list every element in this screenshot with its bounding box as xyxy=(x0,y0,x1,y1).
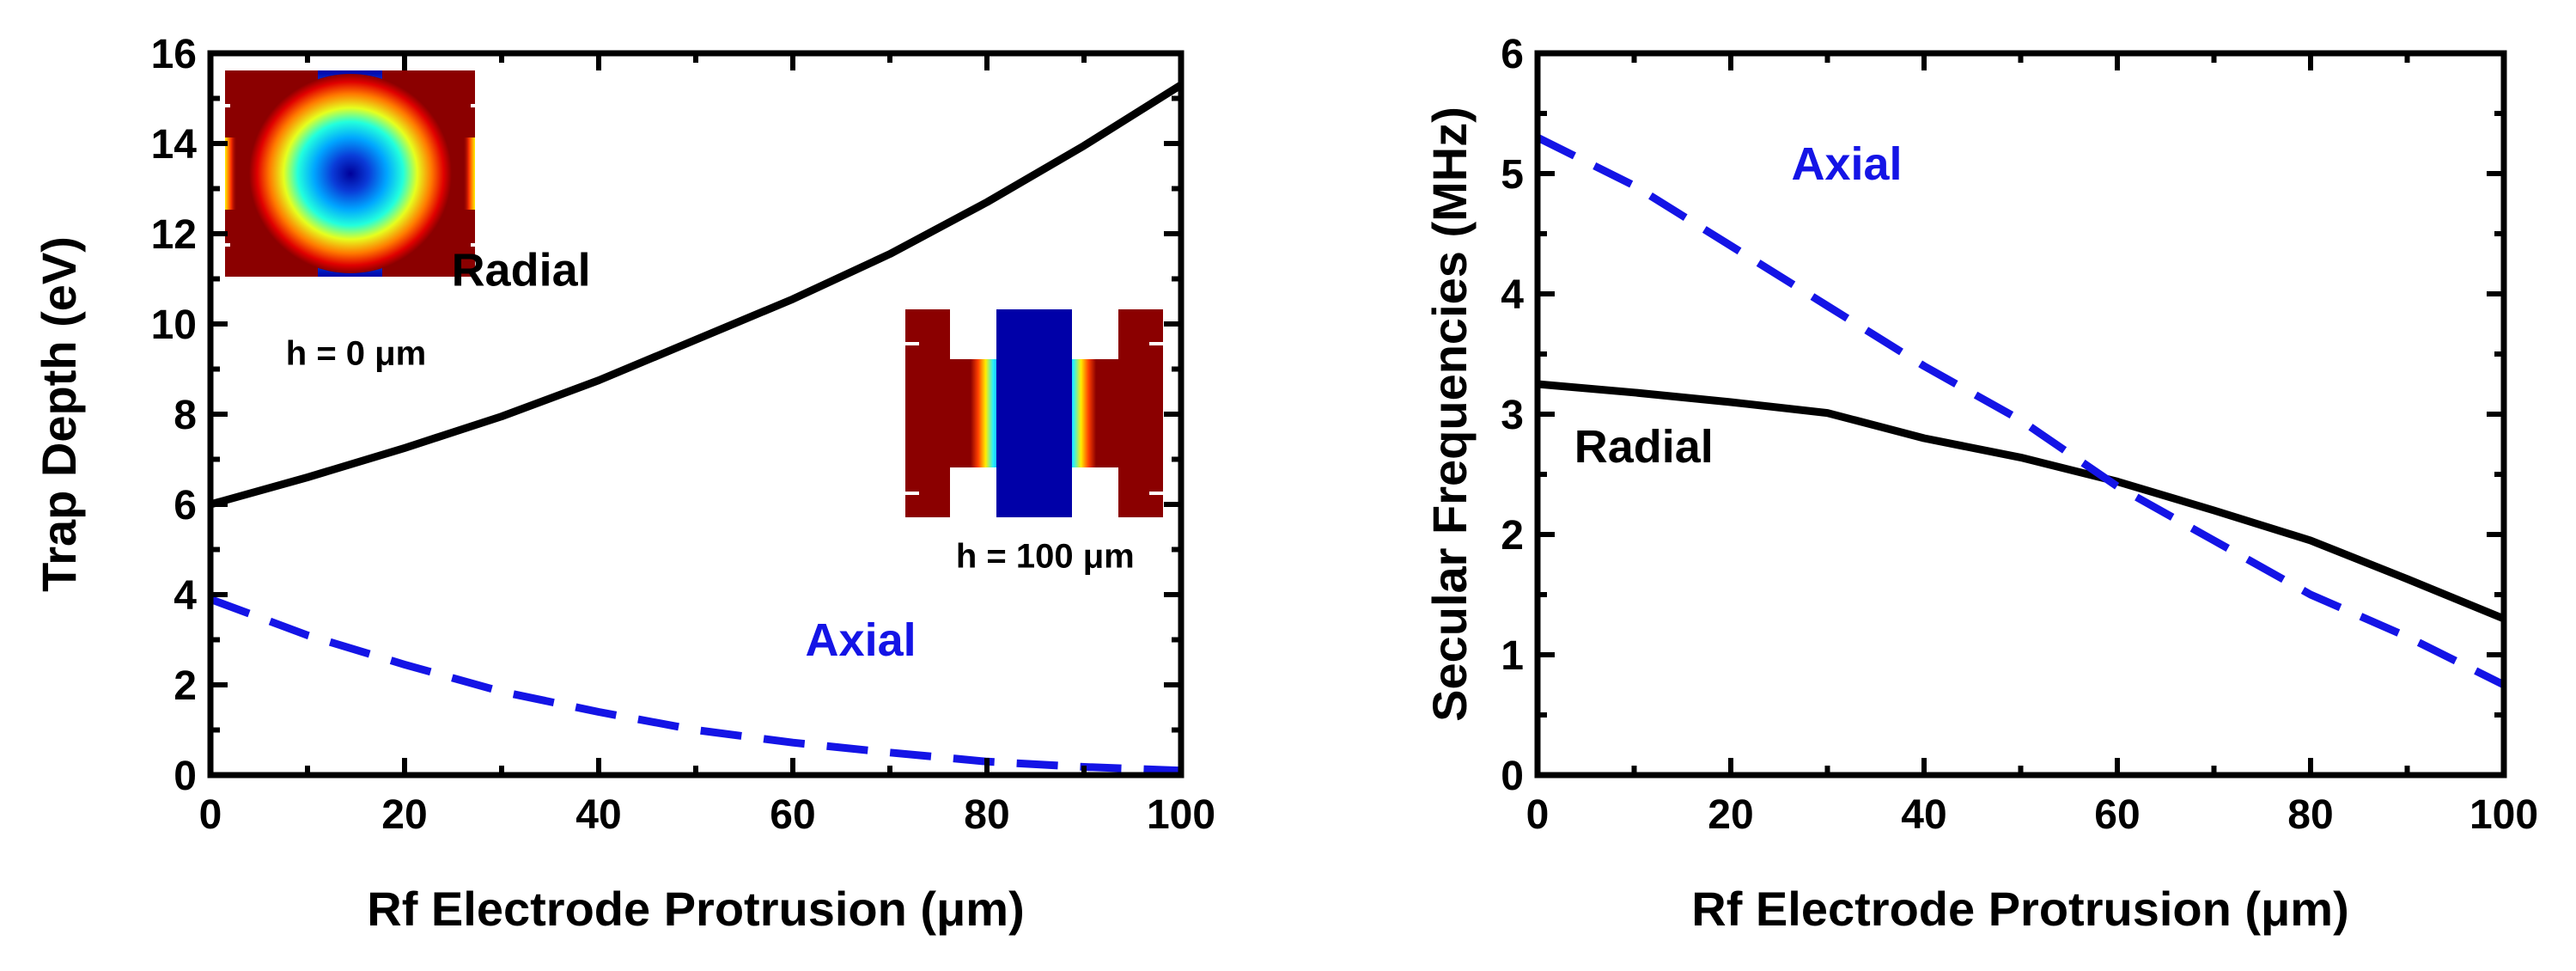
y-tick-label: 2 xyxy=(1501,513,1524,559)
annotations: Radial Axial h = 0 μm h = 100 μm xyxy=(286,244,1135,666)
x-tick-label: 100 xyxy=(2469,792,2538,838)
y-tick-label: 8 xyxy=(174,393,197,438)
x-tick-label: 0 xyxy=(199,792,222,838)
x-tick-label: 60 xyxy=(770,792,815,838)
y-tick-label: 0 xyxy=(1501,754,1524,799)
inset-h100-left-bar xyxy=(905,309,950,517)
tick-labels: 0 20 40 60 80 100 0 2 4 6 8 10 12 14 16 xyxy=(151,32,1215,838)
plot-lines xyxy=(1535,133,2506,689)
inset-field-map-h0 xyxy=(216,70,483,277)
y-axis-label: Secular Frequencies (MHz) xyxy=(1422,107,1477,722)
trap-depth-panel: 0 20 40 60 80 100 0 2 4 6 8 10 12 14 16 Radial Axial h =… xyxy=(32,32,1215,936)
y-tick-label: 6 xyxy=(1501,32,1524,77)
y-tick-label: 4 xyxy=(1501,272,1524,318)
y-tick-label: 12 xyxy=(151,212,197,258)
x-tick-label: 60 xyxy=(2094,792,2140,838)
inset-h0-field-glow xyxy=(249,74,452,273)
tick-labels: 0 20 40 60 80 100 0 1 2 3 4 5 6 xyxy=(1501,32,2538,838)
series-line-radial xyxy=(209,81,1184,509)
x-tick-label: 100 xyxy=(1147,792,1215,838)
x-tick-label: 20 xyxy=(381,792,427,838)
insets xyxy=(216,70,1165,517)
annotations: Axial Radial xyxy=(1574,138,1903,473)
series-line-axial xyxy=(1535,133,2506,689)
plot-frame xyxy=(1534,50,2507,779)
annotation-axial: Axial xyxy=(1791,138,1902,190)
x-tick-label: 40 xyxy=(575,792,621,838)
inset-h0-edge-left xyxy=(225,137,237,210)
y-tick-label: 0 xyxy=(174,754,197,799)
series-line-radial xyxy=(1537,380,2506,623)
secular-frequencies-panel: 0 20 40 60 80 100 0 1 2 3 4 5 6 Axial Radial Rf Elect… xyxy=(1422,32,2538,936)
inset-field-map-h100 xyxy=(904,309,1165,517)
y-tick-label: 14 xyxy=(151,122,198,168)
series-line-axial xyxy=(209,595,1182,775)
y-axis-label: Trap Depth (eV) xyxy=(32,236,86,592)
tick-marks xyxy=(1535,51,2506,778)
y-tick-label: 4 xyxy=(174,573,197,619)
inset-h100-right-bar xyxy=(1118,309,1163,517)
annotation-h-0-m: h = 0 μm xyxy=(286,334,426,372)
annotation-radial: Radial xyxy=(1574,421,1714,473)
y-tick-label: 6 xyxy=(174,483,197,528)
annotation-h-100-m: h = 100 μm xyxy=(956,538,1135,576)
annotation-axial: Axial xyxy=(806,614,917,666)
y-tick-label: 3 xyxy=(1501,393,1524,438)
x-tick-label: 80 xyxy=(964,792,1009,838)
y-tick-label: 5 xyxy=(1501,152,1524,198)
x-axis-label: Rf Electrode Protrusion (μm) xyxy=(1691,882,2348,936)
x-tick-label: 80 xyxy=(2287,792,2333,838)
x-tick-label: 0 xyxy=(1526,792,1550,838)
plot-lines xyxy=(209,81,1184,775)
y-tick-label: 10 xyxy=(151,302,197,348)
inset-h0-edge-right xyxy=(463,137,475,210)
x-tick-label: 40 xyxy=(1901,792,1946,838)
x-tick-label: 20 xyxy=(1708,792,1753,838)
x-axis-label: Rf Electrode Protrusion (μm) xyxy=(367,882,1024,936)
y-tick-label: 2 xyxy=(174,663,197,709)
y-tick-label: 1 xyxy=(1501,633,1524,679)
plot-frame xyxy=(207,50,1184,779)
inset-h100-centre xyxy=(996,309,1072,517)
y-tick-label: 16 xyxy=(151,32,197,77)
annotation-radial: Radial xyxy=(452,244,591,296)
